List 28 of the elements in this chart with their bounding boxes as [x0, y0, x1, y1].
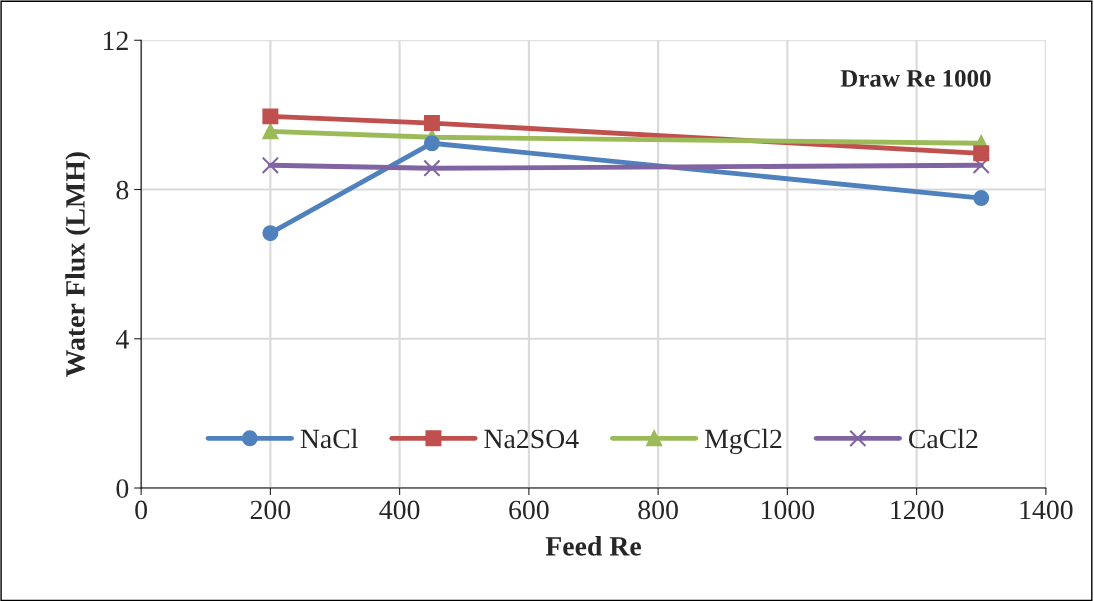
point: [423, 115, 440, 132]
y-tick-label: 0: [116, 479, 129, 498]
x-tick-label: 0: [135, 500, 148, 520]
y-tick-label: 8: [116, 180, 129, 200]
x-axis-title: Feed Re: [545, 536, 641, 556]
x-tick-label: 1000: [762, 500, 815, 520]
point: [423, 159, 441, 177]
x-tick-label: 200: [250, 500, 291, 520]
legend-label: CaCl2: [908, 428, 978, 449]
y-tick-label: 12: [103, 31, 128, 50]
point: [423, 135, 440, 152]
x-tick-label: 400: [379, 500, 420, 520]
legend-label: MgCl2: [704, 428, 782, 455]
point: [973, 145, 990, 162]
point: [261, 156, 280, 174]
y-axis-title: Water Flux (LMH): [65, 152, 91, 377]
point: [262, 108, 279, 125]
y-tick-label: 4: [115, 330, 129, 349]
x-tick-label: 600: [509, 500, 549, 520]
point: [262, 225, 279, 242]
legend-label: Na2SO4: [484, 429, 579, 449]
legend-label: NaCl: [300, 428, 358, 449]
x-tick-label: 1400: [1020, 500, 1073, 520]
point: [973, 190, 990, 207]
annotation: Draw Re 1000: [840, 69, 991, 87]
x-tick-label: 800: [638, 500, 678, 520]
x-tick-label: 1200: [891, 500, 944, 520]
point: [262, 123, 279, 140]
